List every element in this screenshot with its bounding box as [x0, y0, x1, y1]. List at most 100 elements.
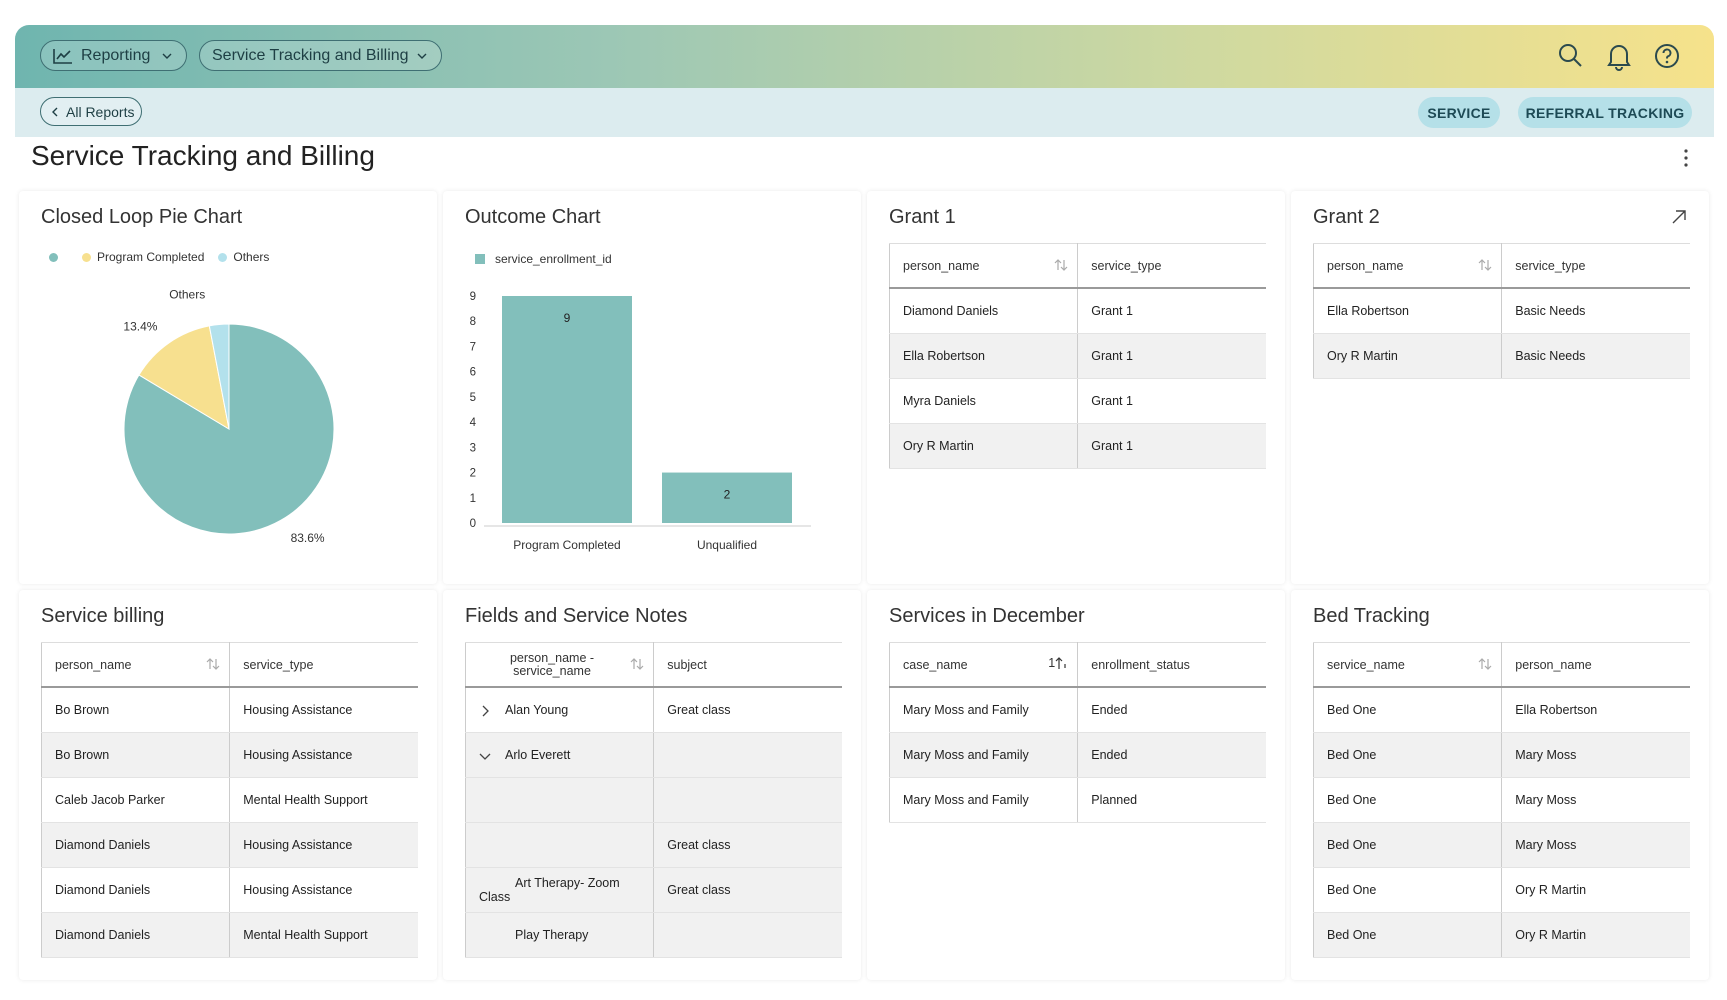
table-row: Mary Moss and Family Ended: [888, 732, 1266, 778]
table-head: person_name service_type: [40, 642, 418, 688]
table-cell: Basic Needs: [1501, 333, 1690, 379]
table-head: person_name service_type: [1312, 243, 1690, 289]
table-row: Alan Young Great class: [464, 687, 842, 733]
sort-icon[interactable]: [1053, 257, 1069, 273]
data-table: person_name service_type Ella Robertson Bas…: [1312, 243, 1690, 379]
expand-toggle[interactable]: [479, 705, 491, 717]
x-tick-label: Unqualified: [697, 538, 757, 552]
cell-text: Caleb Jacob Parker: [55, 793, 165, 807]
table-body: Mary Moss and Family Ended Mary Moss and F…: [888, 687, 1266, 823]
cell-text: Ory R Martin: [1515, 883, 1587, 897]
cell-text: Grant 1: [1091, 439, 1133, 453]
cell-text: Play Therapy: [515, 928, 589, 942]
expand-toggle[interactable]: [479, 750, 491, 762]
y-tick-label: 4: [470, 417, 477, 429]
chart-icon: [53, 48, 72, 64]
help-icon[interactable]: [1652, 41, 1682, 71]
table-cell: Ory R Martin: [1501, 912, 1690, 958]
cell-text: Bo Brown: [55, 748, 110, 762]
legend-item: Program Completed: [82, 250, 204, 264]
cell-text: Bed One: [1327, 748, 1377, 762]
table-cell: Bed One: [1312, 822, 1503, 868]
widget-title: Grant 1: [889, 206, 956, 228]
table-cell: Grant 1: [1077, 288, 1266, 334]
sort-icon[interactable]: [629, 656, 645, 672]
table-row: Ory R Martin Grant 1: [888, 423, 1266, 469]
cell-text: Grant 1: [1091, 394, 1133, 408]
widget-title: Grant 2: [1313, 206, 1380, 228]
table-cell: Diamond Daniels: [40, 822, 231, 868]
y-tick-label: 8: [470, 316, 476, 328]
table-cell: Mental Health Support: [229, 777, 418, 823]
sort-icon[interactable]: [205, 656, 221, 672]
table-cell: Housing Assistance: [229, 867, 418, 913]
column-header[interactable]: person_name: [888, 243, 1079, 289]
column-header: service_type: [1501, 243, 1690, 289]
table-cell: Mary Moss and Family: [888, 732, 1079, 778]
widget-title: Outcome Chart: [465, 206, 601, 228]
table-cell: Bed One: [1312, 867, 1503, 913]
column-header: person_name: [1501, 642, 1690, 688]
expand-icon[interactable]: [1671, 209, 1687, 225]
table-row: Mary Moss and Family Ended: [888, 687, 1266, 733]
cell-text: Mary Moss: [1515, 838, 1577, 852]
column-header[interactable]: person_name: [40, 642, 231, 688]
report-menu[interactable]: Service Tracking and Billing: [199, 40, 442, 71]
chevron: [482, 705, 489, 717]
tab[interactable]: REFERRAL TRACKING: [1518, 97, 1692, 128]
cell-text: Diamond Daniels: [903, 304, 999, 318]
table-row: Ella Robertson Basic Needs: [1312, 288, 1690, 334]
table-row: Bed One Ory R Martin: [1312, 867, 1690, 913]
arrow: [1055, 657, 1066, 669]
column-header[interactable]: service_name: [1312, 642, 1503, 688]
table-row: Mary Moss and Family Planned: [888, 777, 1266, 823]
cell-text: Bed One: [1327, 928, 1377, 942]
table-body: Ella Robertson Basic Needs Ory R Martin Bas…: [1312, 288, 1690, 379]
sort-indicator[interactable]: 1: [1048, 656, 1067, 670]
page-title: Service Tracking and Billing: [31, 140, 375, 171]
top-bar: Reporting Service Tracking and Billing: [15, 25, 1714, 88]
table-row: Bed One Mary Moss: [1312, 732, 1690, 778]
table-cell: Play Therapy: [464, 912, 655, 958]
cell-text: Bed One: [1327, 883, 1377, 897]
sub-bar: All Reports SERVICE REFERRAL TRACKING: [15, 88, 1714, 137]
sort-up: [1055, 657, 1066, 669]
cell-text: Housing Assistance: [243, 838, 353, 852]
table-cell: Ended: [1077, 732, 1266, 778]
column-label: person_name: [55, 657, 132, 672]
more-menu[interactable]: [1680, 148, 1692, 168]
table-cell: Mary Moss and Family: [888, 687, 1079, 733]
cell-text: Grant 1: [1091, 304, 1133, 318]
table-cell: [653, 777, 842, 823]
notifications-icon[interactable]: [1604, 41, 1634, 71]
column-header[interactable]: person_name: [1312, 243, 1503, 289]
tab[interactable]: SERVICE: [1418, 97, 1500, 128]
search-icon[interactable]: [1555, 41, 1585, 71]
table-row: Diamond Daniels Housing Assistance: [40, 867, 418, 913]
cell-text: Housing Assistance: [243, 703, 353, 717]
column-header[interactable]: person_name - service_name: [464, 642, 655, 688]
column-header: subject: [653, 642, 842, 688]
widget-title: Service billing: [41, 605, 165, 627]
cell-text: Diamond Daniels: [55, 838, 151, 852]
table-row: Bed One Mary Moss: [1312, 777, 1690, 823]
sort-icon[interactable]: [1477, 656, 1493, 672]
column-label: person_name: [903, 258, 980, 273]
column-header[interactable]: case_name 1: [888, 642, 1079, 688]
sort-arrows: [630, 658, 644, 670]
widget-title: Services in December: [889, 605, 1085, 627]
table-row: Art Therapy- Zoom Class Great class: [464, 867, 842, 913]
table-head: person_name - service_name subject: [464, 642, 842, 688]
data-table: case_name 1 enrollment_status Mary Moss and…: [888, 642, 1266, 823]
sort-arrows: [1054, 259, 1068, 271]
y-tick-label: 9: [470, 291, 476, 303]
widget-card: Services in December case_name 1 enrollment…: [867, 590, 1285, 980]
back-button[interactable]: All Reports: [40, 97, 142, 126]
cell-text: Mental Health Support: [243, 793, 368, 807]
column-label: case_name: [903, 657, 968, 672]
table-head: service_name person_name: [1312, 642, 1690, 688]
sort-icon[interactable]: [1477, 257, 1493, 273]
cell-text: Bed One: [1327, 793, 1377, 807]
reporting-menu[interactable]: Reporting: [40, 40, 187, 71]
